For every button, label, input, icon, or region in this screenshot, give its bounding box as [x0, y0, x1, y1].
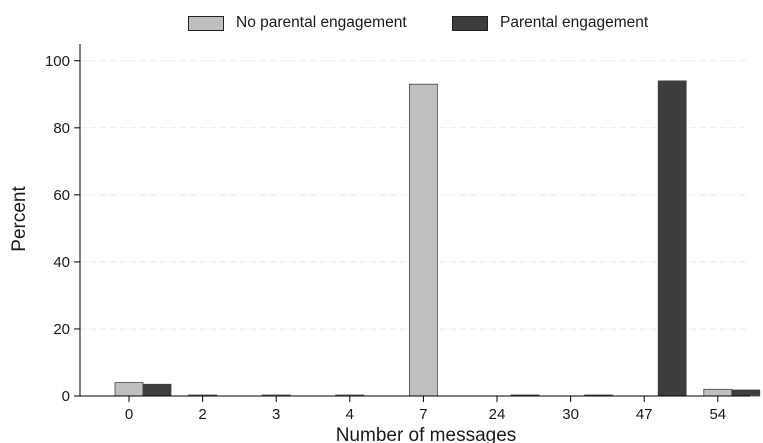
x-axis-ticks: 0 2 3 4 7 24 30 47 54 — [125, 396, 726, 423]
legend-item-no-parental-engagement: No parental engagement — [188, 10, 407, 36]
y-tick-label: 40 — [53, 254, 70, 271]
y-tick-label: 60 — [53, 187, 70, 204]
bar-parental-engagement-54 — [731, 389, 761, 397]
x-axis-label: Number of messages — [336, 425, 517, 443]
x-tick-label: 24 — [489, 406, 506, 423]
bars — [114, 80, 761, 397]
bar-no-parental-engagement-0 — [114, 382, 144, 397]
legend-label: Parental engagement — [500, 14, 649, 31]
y-axis-label: Percent — [9, 186, 30, 252]
x-tick-label: 47 — [636, 406, 653, 423]
x-tick-label: 7 — [419, 406, 427, 423]
legend-swatch — [452, 15, 488, 31]
y-axis-ticks: 0 20 40 60 80 100 — [45, 53, 80, 405]
bar-no-parental-engagement-7 — [408, 83, 438, 397]
y-tick-label: 0 — [62, 388, 70, 405]
y-tick-label: 80 — [53, 120, 70, 137]
legend-item-parental-engagement: Parental engagement — [452, 10, 648, 36]
bar-no-parental-engagement-54 — [703, 388, 733, 397]
legend-label: No parental engagement — [236, 14, 407, 31]
bar-parental-engagement-47 — [657, 80, 687, 397]
x-tick-label: 2 — [198, 406, 206, 423]
bar-parental-engagement-0 — [142, 383, 172, 397]
x-tick-label: 0 — [125, 406, 133, 423]
y-tick-label: 100 — [45, 53, 70, 70]
x-tick-label: 4 — [346, 406, 354, 423]
x-tick-label: 30 — [562, 406, 579, 423]
x-tick-label: 3 — [272, 406, 280, 423]
legend-swatch — [188, 15, 224, 31]
y-tick-label: 20 — [53, 321, 70, 338]
x-tick-label: 54 — [709, 406, 726, 423]
legend: No parental engagement Parental engageme… — [0, 10, 763, 36]
